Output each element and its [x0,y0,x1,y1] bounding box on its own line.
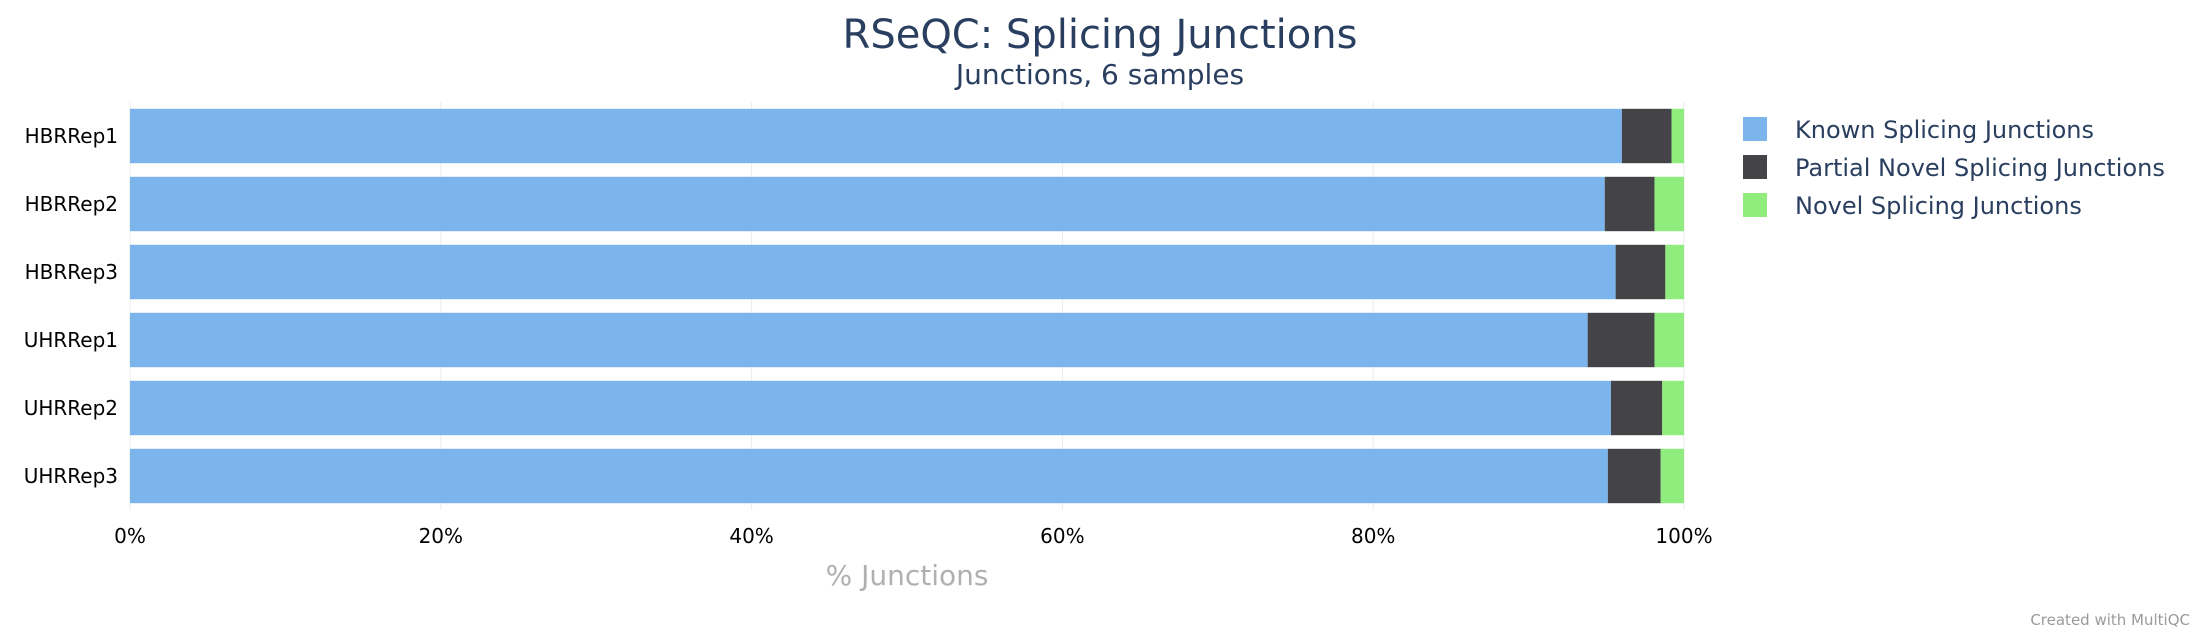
bar-segment[interactable] [1610,380,1663,436]
bar-segment[interactable] [130,448,1608,504]
credit-text: Created with MultiQC [2030,611,2190,629]
x-tick-label: 80% [1351,524,1395,548]
bar-segment[interactable] [1671,108,1684,164]
bars [130,108,1684,504]
legend-item-label[interactable]: Partial Novel Splicing Junctions [1795,154,2165,182]
legend-item-label[interactable]: Novel Splicing Junctions [1795,192,2082,220]
bar-segment[interactable] [130,312,1588,368]
bar-segment[interactable] [1615,244,1666,300]
x-tick-labels: 0% 20% 40% 60% 80% 100% [114,524,1712,548]
bar-segment[interactable] [130,380,1611,436]
x-tick-label: 100% [1655,524,1712,548]
legend-swatch[interactable] [1743,117,1767,141]
bar-segment[interactable] [1587,312,1655,368]
category-label: UHRRep2 [24,396,118,420]
chart-title: RSeQC: Splicing Junctions [843,12,1358,58]
x-tick-label: 40% [729,524,773,548]
bar-segment[interactable] [1654,176,1684,232]
x-tick-label: 20% [419,524,463,548]
x-tick-label: 60% [1040,524,1084,548]
bar-segment[interactable] [1604,176,1655,232]
category-label: UHRRep1 [24,328,118,352]
bar-segment[interactable] [130,176,1605,232]
bar-segment[interactable] [1662,380,1684,436]
chart-subtitle: Junctions, 6 samples [954,58,1244,91]
category-labels: HBRRep1 HBRRep2 HBRRep3 UHRRep1 UHRRep2 UHRRe… [24,124,118,488]
legend-swatch[interactable] [1743,193,1767,217]
legend-item-label[interactable]: Known Splicing Junctions [1795,116,2094,144]
category-label: HBRRep2 [25,192,118,216]
category-label: HBRRep3 [25,260,118,284]
legend: Known Splicing Junctions Partial Novel Sp… [1743,116,2165,220]
category-label: UHRRep3 [24,464,118,488]
bar-segment[interactable] [130,108,1622,164]
bar-segment[interactable] [1665,244,1684,300]
bar-segment[interactable] [1621,108,1672,164]
gridlines [129,102,1685,510]
bar-segment[interactable] [130,244,1616,300]
x-tick-label: 0% [114,524,146,548]
bar-segment[interactable] [1654,312,1684,368]
category-label: HBRRep1 [25,124,118,148]
legend-swatch[interactable] [1743,155,1767,179]
x-axis-title: % Junctions [826,559,989,592]
bar-segment[interactable] [1660,448,1684,504]
bar-segment[interactable] [1607,448,1661,504]
